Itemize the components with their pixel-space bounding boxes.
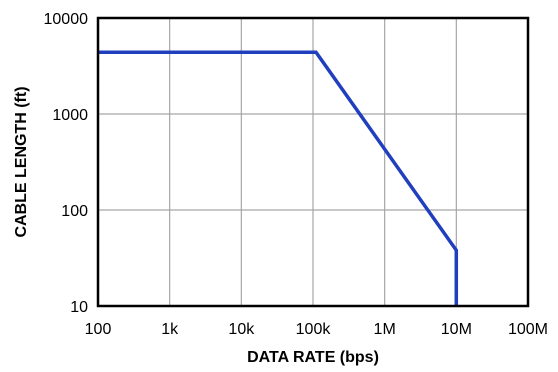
x-tick-label: 10M [441, 321, 472, 338]
y-tick-labels: 10 100 1000 10000 [44, 11, 89, 316]
x-tick-label: 10k [228, 321, 255, 338]
y-tick-label: 100 [61, 203, 88, 220]
x-tick-label: 100 [85, 321, 112, 338]
x-axis-title: DATA RATE (bps) [247, 349, 379, 366]
y-tick-label: 10000 [44, 11, 89, 28]
y-tick-label: 1000 [52, 107, 88, 124]
x-tick-label: 1M [374, 321, 396, 338]
series-line [98, 50, 459, 306]
y-tick-label: 10 [70, 299, 88, 316]
x-tick-labels: 100 1k 10k 100k 1M 10M 100M [85, 321, 548, 338]
plot-border [96, 16, 530, 308]
x-tick-label: 1k [161, 321, 179, 338]
y-axis-title: CABLE LENGTH (ft) [13, 86, 30, 237]
x-tick-label: 100M [508, 321, 548, 338]
x-tick-label: 100k [296, 321, 332, 338]
series-layer [98, 50, 459, 306]
